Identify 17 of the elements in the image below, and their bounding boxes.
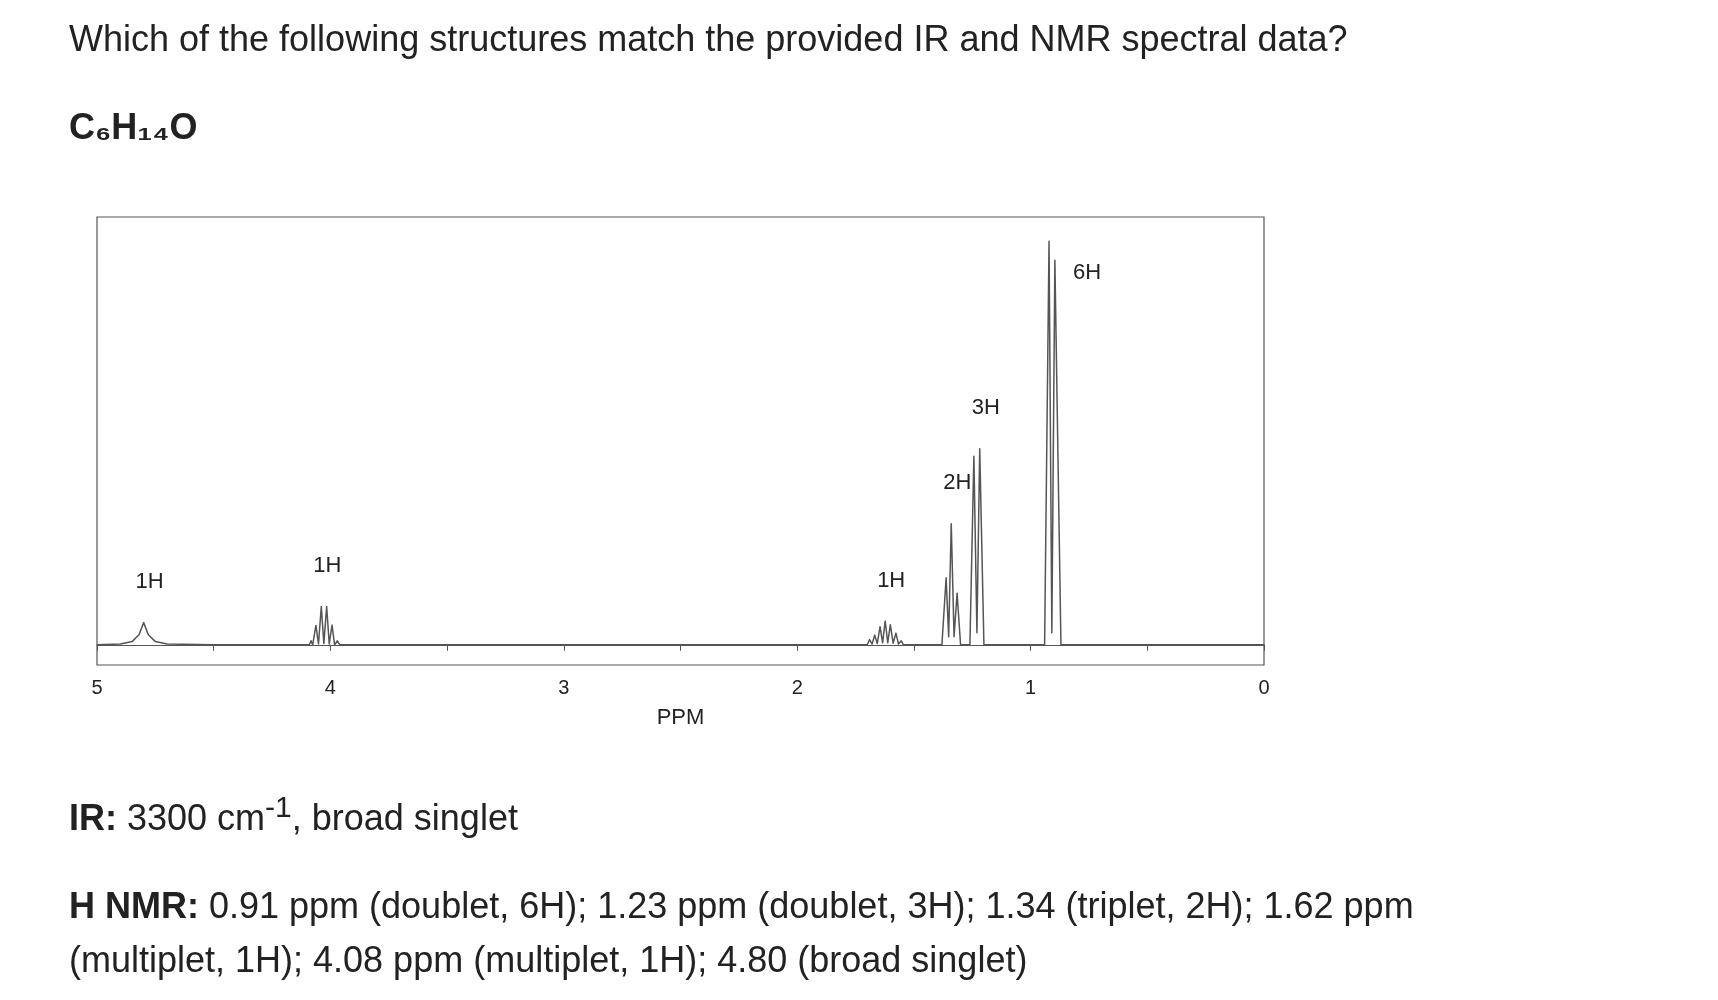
text: H NMR: 0.91 ppm (doublet, 6H); 1.23 ppm (doublet, 3H); 1.34 (triplet, 2H); 1.62 ppm (multiplet, 1H); 4.08 ppm (multiplet, 1H); 4.80 (broad singlet) (69, 885, 1414, 980)
chart-title: Which of the following structures match the provided IR and NMR spectral data? (69, 17, 1348, 61)
annotation: 2H (943, 469, 972, 495)
x-tick-label: 1 (1025, 676, 1037, 698)
annotation: 6H (1072, 258, 1102, 284)
annotation: 1H (313, 551, 342, 577)
chart-subtitle: C₆H₁₄O (69, 105, 198, 149)
x-axis-title: PPM (656, 703, 705, 729)
x-tick-label: 0 (1258, 676, 1270, 698)
x-tick-label: 3 (558, 676, 570, 698)
annotation: 3H (971, 394, 1000, 420)
x-tick-label: 4 (324, 676, 336, 698)
x-tick-label: 2 (791, 676, 803, 698)
annotation: 1H (877, 566, 906, 592)
annotation: 1H (135, 568, 164, 594)
x-tick-label: 5 (91, 676, 103, 698)
text: IR: 3300 cm$^{-1}$, broad singlet (69, 790, 518, 838)
